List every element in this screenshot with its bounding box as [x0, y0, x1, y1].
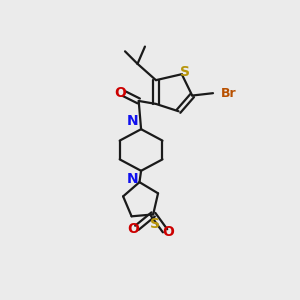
Text: O: O: [127, 222, 139, 236]
Text: S: S: [150, 217, 160, 231]
Text: N: N: [127, 172, 139, 186]
Text: S: S: [180, 65, 190, 79]
Text: O: O: [114, 86, 126, 100]
Text: O: O: [163, 225, 175, 239]
Text: N: N: [127, 114, 139, 128]
Text: Br: Br: [220, 87, 236, 100]
